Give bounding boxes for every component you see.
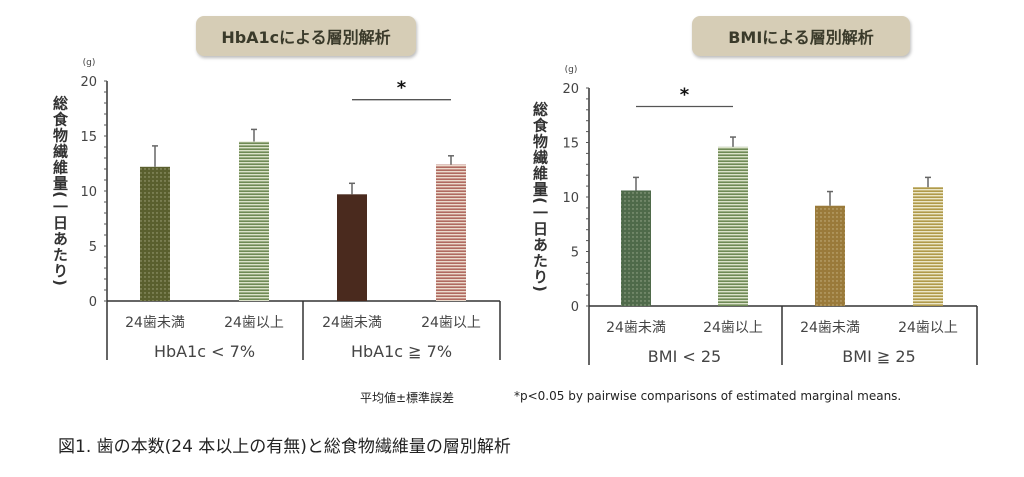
- x-tick-label: 24歯以上: [898, 320, 958, 336]
- y-tick-label: 5: [571, 246, 579, 261]
- y-tick-label: 0: [89, 295, 97, 310]
- y-tick-label: 5: [89, 240, 97, 255]
- y-tick-label: 0: [571, 300, 579, 315]
- y-axis-label: 総食物繊維量(一日あたり): [51, 94, 69, 287]
- bar-pattern: [140, 166, 170, 301]
- y-tick-label: 10: [80, 185, 97, 200]
- x-tick-label: 24歯未満: [800, 320, 860, 336]
- bar-pattern: [436, 164, 466, 301]
- bar-pattern: [718, 146, 748, 306]
- x-tick-label: 24歯未満: [322, 315, 382, 331]
- bar-pattern: [815, 205, 845, 306]
- chart-title-bmi: BMIによる層別解析: [692, 16, 910, 56]
- group-label: HbA1c < 7%: [154, 342, 255, 361]
- bar-pattern: [913, 187, 943, 306]
- bar-pattern: [239, 141, 269, 301]
- significance-marker: *: [397, 78, 407, 99]
- x-tick-label: 24歯未満: [606, 320, 666, 336]
- bar: [337, 194, 367, 301]
- y-unit: (g): [565, 65, 578, 75]
- bar-pattern: [621, 190, 651, 306]
- y-tick-label: 15: [80, 130, 97, 145]
- group-label: BMI ≧ 25: [842, 347, 915, 366]
- y-axis-label: 総食物繊維量(一日あたり): [531, 100, 549, 293]
- group-label: HbA1c ≧ 7%: [351, 342, 452, 361]
- chart-title-hba1c: HbA1cによる層別解析: [196, 16, 416, 56]
- y-tick-label: 10: [562, 191, 579, 206]
- y-tick-label: 20: [80, 75, 97, 90]
- x-tick-label: 24歯以上: [421, 315, 481, 331]
- error-note: 平均値±標準誤差: [360, 391, 455, 405]
- significance-note: *p<0.05 by pairwise comparisons of estim…: [514, 389, 902, 403]
- figure-caption: 図1. 歯の本数(24 本以上の有無)と総食物繊維量の層別解析: [58, 437, 511, 457]
- y-tick-label: 20: [562, 82, 579, 97]
- x-tick-label: 24歯未満: [125, 315, 185, 331]
- y-tick-label: 15: [562, 137, 579, 152]
- group-label: BMI < 25: [648, 347, 721, 366]
- significance-marker: *: [680, 85, 690, 106]
- x-tick-label: 24歯以上: [703, 320, 763, 336]
- y-unit: (g): [83, 58, 96, 68]
- x-tick-label: 24歯以上: [224, 315, 284, 331]
